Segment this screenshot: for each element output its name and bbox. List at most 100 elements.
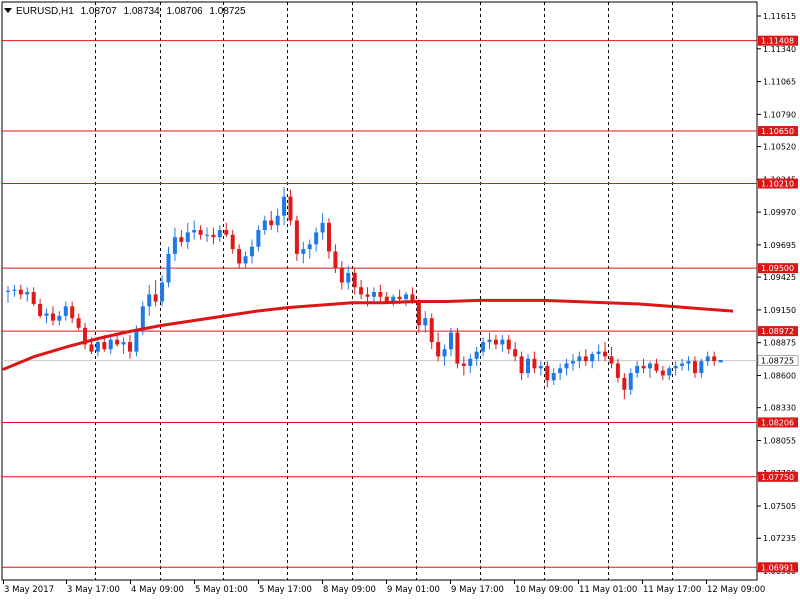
candle-body bbox=[519, 356, 524, 374]
candle-body bbox=[256, 230, 261, 247]
candle-body bbox=[692, 361, 697, 374]
current-price-badge bbox=[757, 355, 799, 366]
candle-body bbox=[275, 215, 280, 226]
y-tick-label: 1.08330 bbox=[763, 404, 796, 413]
moving-average-line bbox=[2, 298, 734, 371]
candle-body bbox=[718, 359, 723, 363]
candle-body bbox=[648, 363, 652, 369]
candle-body bbox=[526, 358, 531, 374]
candle-body bbox=[217, 230, 222, 238]
candle-body bbox=[320, 222, 325, 233]
y-tick-label: 1.08600 bbox=[763, 371, 796, 380]
candle-body bbox=[294, 220, 299, 254]
candle-body bbox=[596, 351, 601, 355]
candle-body bbox=[38, 303, 43, 316]
candle-body bbox=[172, 237, 177, 254]
candle-body bbox=[192, 230, 197, 233]
x-tick-label: 4 May 09:00 bbox=[131, 585, 184, 595]
candle-body bbox=[333, 251, 338, 269]
x-tick-label: 8 May 09:00 bbox=[323, 585, 376, 595]
price-level-badge bbox=[758, 417, 798, 428]
x-tick-label: 5 May 17:00 bbox=[259, 585, 312, 595]
x-tick-label: 3 May 17:00 bbox=[67, 585, 120, 595]
candle-body bbox=[513, 349, 518, 357]
candle-body bbox=[468, 358, 473, 366]
x-tick-label: 12 May 09:00 bbox=[707, 585, 765, 595]
candle-body bbox=[147, 294, 152, 307]
candle-body bbox=[603, 351, 608, 357]
y-tick-label: 1.11065 bbox=[763, 78, 796, 87]
candle-body bbox=[44, 313, 49, 316]
candle-body bbox=[95, 342, 100, 352]
candle-body bbox=[538, 365, 543, 369]
symbol-label: EURUSD,H1 bbox=[16, 6, 74, 17]
y-tick-label: 1.09425 bbox=[763, 273, 796, 282]
candle-body bbox=[134, 330, 139, 352]
y-tick-label: 1.09970 bbox=[763, 208, 796, 217]
y-tick-label: 1.08875 bbox=[763, 339, 796, 348]
candle-body bbox=[680, 363, 685, 366]
candle-body bbox=[660, 370, 665, 376]
candle-body bbox=[365, 294, 370, 297]
candle-body bbox=[327, 222, 331, 252]
price-level-label: 1.08206 bbox=[761, 418, 794, 427]
candle-body bbox=[609, 356, 614, 364]
candle-body bbox=[301, 249, 306, 254]
price-level-label: 1.10650 bbox=[761, 127, 794, 136]
price-level-badge bbox=[758, 562, 798, 573]
candle-body bbox=[404, 294, 409, 300]
candle-body bbox=[121, 342, 126, 345]
x-tick-label: 9 May 17:00 bbox=[451, 585, 504, 595]
candle-body bbox=[153, 294, 158, 302]
candle-body bbox=[622, 377, 627, 390]
candle-body bbox=[339, 268, 344, 283]
price-level-badge bbox=[758, 263, 798, 274]
candle-body bbox=[76, 318, 81, 328]
y-tick-label: 1.11340 bbox=[763, 45, 796, 54]
candle-body bbox=[166, 253, 171, 283]
candle-body bbox=[487, 339, 492, 343]
candle-body bbox=[635, 365, 640, 374]
candle-body bbox=[108, 339, 113, 350]
candle-body bbox=[641, 365, 646, 369]
candle-body bbox=[500, 339, 505, 345]
candle-body bbox=[205, 234, 210, 236]
x-tick-label: 10 May 09:00 bbox=[515, 585, 573, 595]
plot-frame bbox=[1, 1, 758, 581]
price-level-badge bbox=[758, 126, 798, 137]
candle-body bbox=[179, 237, 184, 242]
candle-body bbox=[6, 290, 10, 293]
candle-body bbox=[63, 306, 68, 316]
candle-body bbox=[185, 232, 190, 242]
x-tick-label: 3 May 2017 bbox=[4, 585, 54, 595]
candle-body bbox=[346, 272, 351, 283]
candle-body bbox=[115, 339, 120, 345]
price-level-label: 1.10210 bbox=[761, 180, 794, 189]
candle-body bbox=[249, 246, 254, 257]
candle-body bbox=[31, 292, 36, 304]
candle-body bbox=[12, 289, 17, 291]
candle-body bbox=[89, 344, 94, 352]
candle-body bbox=[288, 196, 293, 221]
candle-body bbox=[455, 332, 460, 364]
candle-body bbox=[686, 361, 691, 364]
candle-body bbox=[384, 296, 389, 302]
candle-body bbox=[699, 361, 704, 374]
candle-body bbox=[423, 318, 428, 326]
candle-body bbox=[436, 342, 441, 357]
candle-body bbox=[442, 349, 447, 357]
candle-body bbox=[391, 296, 396, 302]
candle-body bbox=[25, 292, 30, 295]
y-tick-label: 1.11615 bbox=[763, 12, 796, 21]
candle-body bbox=[712, 356, 717, 362]
chevron-down-icon[interactable] bbox=[4, 8, 12, 13]
y-tick-label: 1.07505 bbox=[763, 502, 796, 511]
candle-body bbox=[262, 220, 267, 231]
candle-body bbox=[474, 351, 479, 359]
price-level-badge bbox=[758, 178, 798, 189]
candle-body bbox=[448, 332, 453, 350]
low-value: 1.08706 bbox=[166, 6, 203, 17]
candle-body bbox=[577, 356, 582, 362]
price-level-label: 1.11408 bbox=[761, 37, 794, 46]
